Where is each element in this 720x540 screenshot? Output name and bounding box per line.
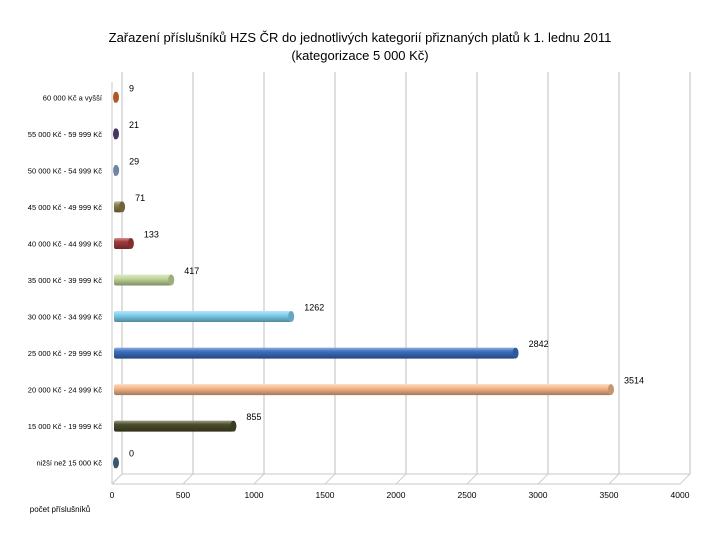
x-tick-label: 2500 xyxy=(458,490,477,500)
bar xyxy=(114,384,611,396)
chart-title-block: Zařazení příslušníků HZS ČR do jednotliv… xyxy=(0,29,720,65)
bar-cap xyxy=(113,164,120,176)
floor-gridline xyxy=(253,473,265,485)
x-axis-title: počet příslušníků xyxy=(30,505,90,514)
x-tick-label: 1500 xyxy=(316,490,335,500)
category-label: 30 000 Kč - 34 999 Kč xyxy=(28,313,102,322)
value-label: 133 xyxy=(144,229,159,239)
floor-gridline xyxy=(466,473,478,485)
x-tick-label: 2000 xyxy=(387,490,406,500)
value-label: 29 xyxy=(129,156,139,166)
x-tick-label: 3500 xyxy=(600,490,619,500)
value-label: 21 xyxy=(129,120,139,130)
category-label: 45 000 Kč - 49 999 Kč xyxy=(28,203,102,212)
bar-cap xyxy=(119,201,126,213)
x-tick-label: 3000 xyxy=(529,490,548,500)
x-tick-label: 500 xyxy=(176,490,190,500)
category-label: 15 000 Kč - 19 999 Kč xyxy=(28,422,102,431)
bar-cap xyxy=(113,457,119,469)
bar-cap xyxy=(607,384,614,396)
category-label: nižší než 15 000 Kč xyxy=(37,459,103,468)
bar xyxy=(114,347,516,359)
bar-cap xyxy=(113,128,119,140)
bar-cap xyxy=(512,347,519,359)
category-label: 40 000 Kč - 44 999 Kč xyxy=(28,239,102,248)
bar xyxy=(114,311,292,323)
chart-subtitle: (kategorizace 5 000 Kč) xyxy=(291,48,429,63)
category-label: 20 000 Kč - 24 999 Kč xyxy=(28,386,102,395)
x-tick-label: 1000 xyxy=(245,490,264,500)
value-label: 9 xyxy=(129,83,134,93)
bar xyxy=(114,237,131,249)
floor-gridline xyxy=(395,473,407,485)
bar-cap xyxy=(288,311,295,323)
floor-gridline xyxy=(608,473,620,485)
category-label: 55 000 Kč - 59 999 Kč xyxy=(28,130,102,139)
x-tick-label: 4000 xyxy=(671,490,690,500)
category-label: 60 000 Kč a vyšší xyxy=(43,93,103,102)
value-label: 71 xyxy=(135,193,145,203)
category-label: 50 000 Kč - 54 999 Kč xyxy=(28,166,102,175)
value-label: 3514 xyxy=(624,376,644,386)
bar-cap xyxy=(127,237,134,249)
bar xyxy=(114,274,172,286)
floor-gridline xyxy=(679,473,691,485)
category-label: 25 000 Kč - 29 999 Kč xyxy=(28,349,102,358)
x-tick-label: 0 xyxy=(110,490,115,500)
floor-gridline xyxy=(111,473,123,485)
value-label: 417 xyxy=(184,266,199,276)
category-label: 35 000 Kč - 39 999 Kč xyxy=(28,276,102,285)
value-label: 0 xyxy=(129,449,134,459)
bar-cap xyxy=(113,91,119,103)
floor-gridline xyxy=(324,473,336,485)
value-label: 1262 xyxy=(304,303,324,313)
bar-cap xyxy=(230,420,237,432)
bar-cap xyxy=(168,274,175,286)
value-label: 855 xyxy=(246,412,261,422)
chart-title: Zařazení příslušníků HZS ČR do jednotliv… xyxy=(108,30,612,45)
value-label: 2842 xyxy=(529,339,549,349)
bar xyxy=(114,420,234,432)
floor-gridline xyxy=(182,473,194,485)
floor-gridline xyxy=(537,473,549,485)
